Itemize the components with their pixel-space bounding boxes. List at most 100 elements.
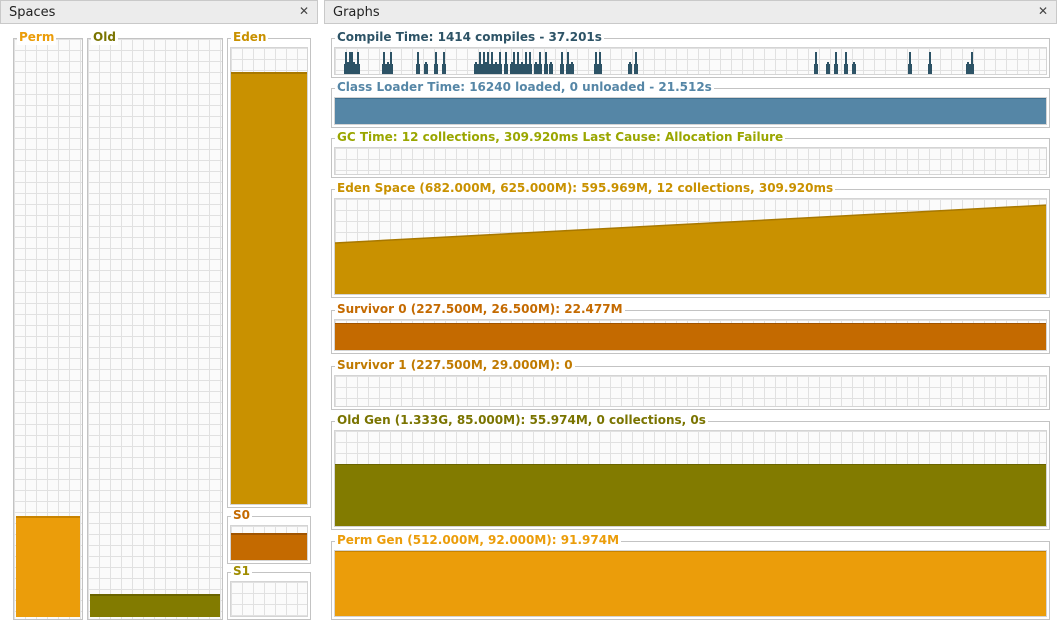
spaces-panel: Spaces ✕ Perm Old Eden S0 S1 <box>0 0 318 627</box>
compile-spike <box>505 52 507 74</box>
survivor0-plot <box>334 319 1047 351</box>
compile-spike-base <box>524 64 528 74</box>
compile-spike-base <box>814 64 818 74</box>
compile-spike <box>499 52 501 74</box>
compile-spike-base <box>442 64 446 74</box>
spaces-panel-header: Spaces ✕ <box>0 0 318 24</box>
s1-space-inner <box>230 581 308 617</box>
compile-spike-base <box>826 64 830 74</box>
survivor1-graph-label: Survivor 1 (227.500M, 29.000M): 0 <box>335 358 575 373</box>
compile-spike-base <box>382 64 386 74</box>
perm-gen-graph: Perm Gen (512.000M, 92.000M): 91.974M <box>331 533 1050 620</box>
compile-spike-base <box>490 64 494 74</box>
eden-space-area <box>335 204 1046 294</box>
compile-spike-base <box>434 64 438 74</box>
compile-spike-base <box>852 64 856 74</box>
compile-spike-base <box>534 64 538 74</box>
perm-space-label: Perm <box>17 30 57 45</box>
compile-spike-base <box>356 64 360 74</box>
compile-spike-base <box>520 64 524 74</box>
compile-spike <box>929 52 931 74</box>
compile-spike <box>357 52 359 74</box>
perm-space-fill <box>16 516 80 617</box>
compile-spike <box>525 52 527 74</box>
compile-spike-base <box>538 64 542 74</box>
compile-spike-base <box>834 64 838 74</box>
graphs-close-icon[interactable]: ✕ <box>1037 4 1049 18</box>
compile-spike-base <box>494 64 498 74</box>
compile-spike-base <box>474 64 478 74</box>
compile-spike <box>417 52 419 74</box>
survivor0-fill <box>335 323 1046 350</box>
compile-spike <box>561 52 563 74</box>
compile-spike-base <box>504 64 508 74</box>
compile-spike <box>487 52 489 74</box>
eden-space-graph-label: Eden Space (682.000M, 625.000M): 595.969… <box>335 181 836 196</box>
compile-spike-base <box>966 64 970 74</box>
gc-time-plot <box>334 147 1047 175</box>
compile-time-spikes <box>344 52 974 74</box>
spaces-panel-title: Spaces <box>9 5 56 20</box>
old-space-fill <box>90 594 220 617</box>
compile-spike-base <box>416 64 420 74</box>
old-gen-plot <box>334 430 1047 527</box>
compile-spike <box>971 52 973 74</box>
graphs-panel-header: Graphs ✕ <box>324 0 1057 24</box>
survivor0-graph-label: Survivor 0 (227.500M, 26.500M): 22.477M <box>335 302 625 317</box>
perm-space-box: Perm <box>13 30 83 620</box>
compile-spike <box>349 52 351 74</box>
compile-spike-base <box>598 64 602 74</box>
compile-spike-base <box>628 64 632 74</box>
perm-gen-graph-label: Perm Gen (512.000M, 92.000M): 91.974M <box>335 533 622 548</box>
eden-space-fill <box>231 72 307 504</box>
compile-spike-base <box>844 64 848 74</box>
gc-time-label: GC Time: 12 collections, 309.920ms Last … <box>335 130 786 145</box>
compile-spike <box>635 52 637 74</box>
compile-time-graph: Compile Time: 1414 compiles - 37.201s <box>331 30 1050 78</box>
compile-spike-base <box>928 64 932 74</box>
eden-space-plot <box>334 198 1047 295</box>
perm-gen-plot <box>334 550 1047 617</box>
compile-spike <box>595 52 597 74</box>
perm-gen-fill <box>335 551 1046 616</box>
s0-space-inner <box>230 525 308 561</box>
compile-spike-base <box>970 64 974 74</box>
compile-spike <box>517 52 519 74</box>
compile-spike <box>545 52 547 74</box>
compile-spike-base <box>634 64 638 74</box>
compile-spike <box>539 52 541 74</box>
s0-space-box: S0 <box>227 508 311 564</box>
compile-spike <box>351 52 353 74</box>
compile-spike <box>491 52 493 74</box>
compile-spike-base <box>478 64 482 74</box>
s1-space-label: S1 <box>231 564 252 579</box>
class-loader-fill <box>335 98 1046 124</box>
s0-space-label: S0 <box>231 508 252 523</box>
compile-spike-base <box>560 64 564 74</box>
compile-spike <box>479 52 481 74</box>
compile-spike <box>435 52 437 74</box>
old-gen-graph: Old Gen (1.333G, 85.000M): 55.974M, 0 co… <box>331 413 1050 530</box>
compile-spike <box>483 52 485 74</box>
s1-space-box: S1 <box>227 564 311 620</box>
graphs-panel: Graphs ✕ Compile Time: 1414 compiles - 3… <box>324 0 1057 627</box>
compile-spike <box>909 52 911 74</box>
compile-spike-base <box>512 64 516 74</box>
eden-space-box: Eden <box>227 30 311 508</box>
compile-spike <box>345 52 347 74</box>
compile-spike-base <box>352 64 356 74</box>
compile-spike <box>443 52 445 74</box>
compile-spike <box>845 52 847 74</box>
compile-spike <box>835 52 837 74</box>
compile-spike <box>529 52 531 74</box>
class-loader-label: Class Loader Time: 16240 loaded, 0 unloa… <box>335 80 714 95</box>
old-gen-fill <box>335 464 1046 526</box>
eden-space-label: Eden <box>231 30 269 45</box>
compile-spike-base <box>544 64 548 74</box>
compile-spike-base <box>389 64 393 74</box>
compile-spike-base <box>566 64 570 74</box>
spaces-close-icon[interactable]: ✕ <box>298 4 310 18</box>
compile-time-plot <box>334 47 1047 75</box>
compile-spike <box>513 52 515 74</box>
gc-time-graph: GC Time: 12 collections, 309.920ms Last … <box>331 130 1050 178</box>
